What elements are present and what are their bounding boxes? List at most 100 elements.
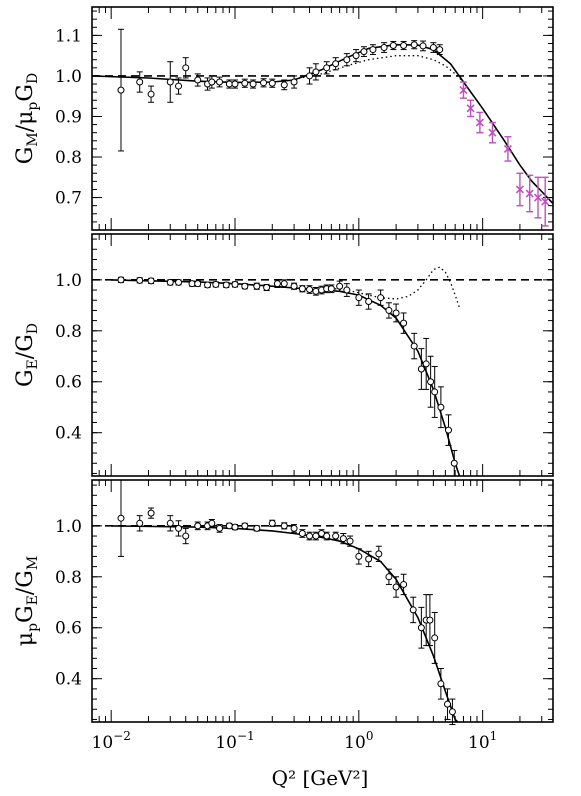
data-point (419, 42, 427, 50)
data-point (268, 519, 276, 527)
y-axis-label-part: p (25, 623, 41, 632)
highlight-point (541, 197, 550, 206)
y-axis-label-part: G (13, 147, 38, 165)
data-point (253, 524, 261, 532)
y-tick-label: 0.9 (55, 107, 82, 127)
data-point (323, 64, 331, 72)
data-point (298, 285, 306, 293)
panel-frame (91, 233, 554, 477)
data-point (343, 286, 351, 294)
y-axis-label-part: E (25, 595, 41, 605)
data-point (216, 78, 224, 86)
data-point (327, 285, 335, 293)
data-point (136, 78, 144, 86)
data-point (280, 81, 288, 89)
data-point (355, 552, 363, 560)
y-axis-label-part: M (25, 556, 41, 570)
data-point (182, 64, 190, 72)
dotted-curve (321, 266, 461, 309)
data-point (290, 524, 298, 532)
y-axis-label-part: D (25, 73, 41, 84)
data-point (437, 403, 445, 411)
y-axis-label-part: p (25, 102, 41, 111)
data-point (306, 532, 314, 540)
data-point (253, 282, 261, 290)
highlight-point (525, 189, 534, 198)
data-point (392, 309, 400, 317)
data-point (260, 79, 268, 87)
y-tick-label: 0.8 (55, 148, 82, 168)
data-point (436, 46, 444, 54)
panel-middle: 0.4 0.6 0.8 1.0 GE/GD (13, 233, 554, 477)
data-point (336, 282, 344, 290)
y-tick-label: 0.8 (55, 568, 82, 588)
panel-top: 0.70.80.91.01.1GM/μpGD (13, 6, 554, 231)
data-point (437, 680, 445, 688)
data-point (409, 606, 417, 614)
y-axis-label: GE/GD (13, 323, 41, 387)
data-point (426, 616, 434, 624)
data-point (369, 46, 377, 54)
x-tick-label-exponent: −2 (113, 729, 131, 743)
data-point (400, 42, 408, 50)
highlight-point (503, 144, 512, 153)
data-point (427, 378, 435, 386)
y-tick-label: 0.7 (55, 189, 82, 209)
data-point (343, 56, 351, 64)
data-point (175, 278, 183, 286)
data-point (410, 41, 418, 49)
data-point (400, 319, 408, 327)
data-point (290, 78, 298, 86)
highlight-point (533, 193, 543, 202)
highlight-point (515, 185, 524, 194)
data-point (147, 90, 155, 98)
data-point (182, 532, 190, 540)
data-point (241, 522, 249, 530)
y-axis-label-part: G (13, 605, 38, 623)
data-point (208, 519, 216, 527)
data-point (188, 280, 196, 288)
data-point (332, 60, 340, 68)
data-point (312, 287, 320, 295)
y-tick-label: 0.4 (55, 670, 82, 690)
x-tick-label-base: 10 (215, 733, 237, 753)
x-tick-label: 100 (344, 729, 373, 753)
y-tick-label: 1.0 (55, 271, 82, 291)
y-tick-label: 1.1 (55, 26, 82, 46)
y-axis-label: μpGE/GM (13, 556, 41, 646)
data-point (225, 80, 233, 88)
y-tick-label: 0.4 (55, 424, 82, 444)
data-point (263, 283, 271, 291)
fit-curve (111, 279, 461, 477)
data-point (204, 281, 212, 289)
y-tick-label: 0.6 (55, 619, 82, 639)
data-point (241, 79, 249, 87)
data-point (212, 280, 220, 288)
data-point (231, 523, 239, 531)
data-point (268, 79, 276, 87)
data-point (417, 624, 425, 632)
data-point (339, 535, 347, 543)
data-point (231, 280, 239, 288)
data-point (249, 80, 257, 88)
data-point (208, 78, 216, 86)
data-point (380, 44, 388, 52)
data-point (365, 298, 373, 306)
data-point (241, 282, 249, 290)
y-axis-label-part: D (25, 323, 41, 334)
y-axis-label-part: /μ (13, 111, 38, 133)
y-tick-label: 1.0 (55, 517, 82, 537)
data-point (273, 280, 281, 288)
x-tick-label: 10−2 (92, 729, 131, 753)
data-point (400, 580, 408, 588)
x-tick-label-exponent: 1 (490, 729, 498, 743)
y-axis-label-part: μ (13, 632, 38, 646)
data-point (445, 426, 453, 434)
data-point (450, 459, 458, 467)
fit-curve (111, 525, 459, 723)
x-tick-label: 101 (468, 729, 497, 753)
data-point (323, 532, 331, 540)
x-tick-label-base: 10 (92, 733, 114, 753)
data-point (225, 522, 233, 530)
highlight-point (475, 118, 484, 127)
